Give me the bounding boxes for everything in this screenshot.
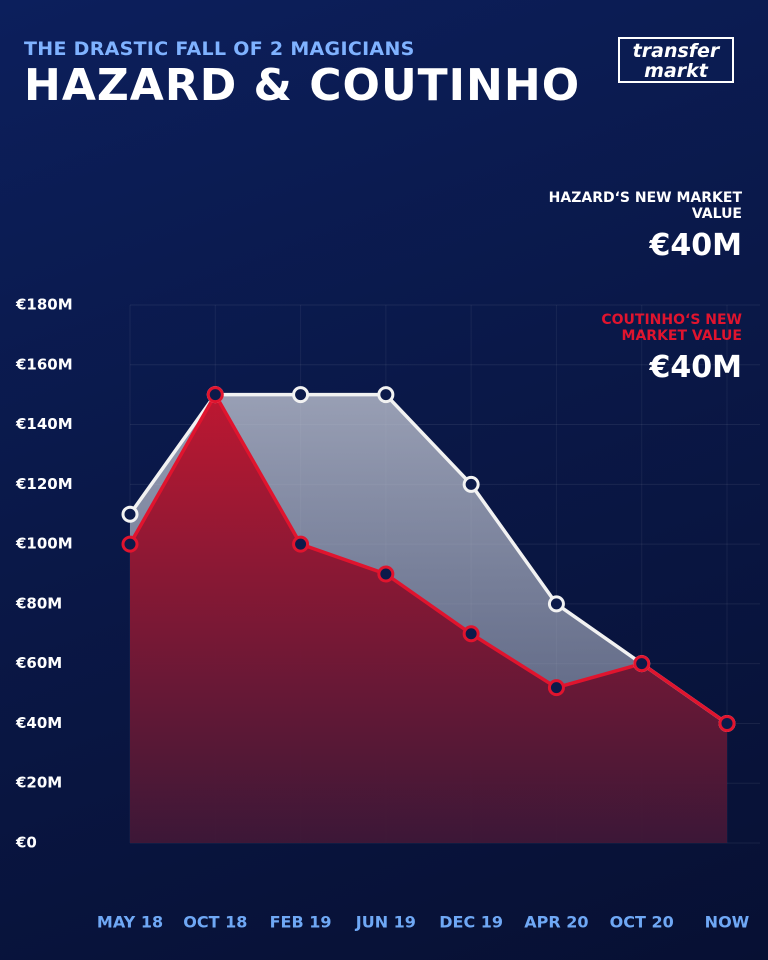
y-tick-label: €20M <box>15 774 62 792</box>
x-tick-label: MAY 18 <box>97 913 163 932</box>
title: HAZARD & COUTINHO <box>24 60 581 111</box>
point-marker <box>377 565 395 583</box>
x-tick-label: NOW <box>705 913 750 932</box>
annotation: COUTINHO‘S NEW MARKET VALUE €40M <box>542 312 742 385</box>
y-tick-label: €100M <box>15 535 73 553</box>
point-marker <box>206 386 224 404</box>
y-tick-label: €80M <box>15 594 62 612</box>
y-tick-label: €0 <box>15 834 37 852</box>
logo-line: markt <box>644 60 708 82</box>
point-marker <box>462 475 480 493</box>
x-tick-label: APR 20 <box>524 913 588 932</box>
point-marker <box>547 595 565 613</box>
point-marker <box>121 535 139 553</box>
annotation-value: €40M <box>649 350 742 385</box>
y-tick-label: €120M <box>15 475 73 493</box>
point-marker <box>547 679 565 697</box>
y-tick-label: €160M <box>15 355 73 373</box>
annotation: HAZARD‘S NEW MARKET VALUE €40M <box>542 190 742 263</box>
annotation-value: €40M <box>649 228 742 263</box>
point-marker <box>633 655 651 673</box>
annotation-label: HAZARD‘S NEW MARKET VALUE <box>548 190 742 222</box>
line <box>128 392 729 725</box>
x-tick-label: OCT 20 <box>610 913 674 932</box>
y-tick-label: €180M <box>15 296 73 314</box>
logo-line: transfer <box>632 40 720 62</box>
point-marker <box>121 505 139 523</box>
point-marker <box>377 386 395 404</box>
logo: transfer markt <box>618 37 734 83</box>
y-tick-label: €40M <box>15 714 62 732</box>
point-marker <box>292 386 310 404</box>
y-tick-label: €140M <box>15 415 73 433</box>
point-marker <box>718 714 736 732</box>
annotation-label: COUTINHO‘S NEW MARKET VALUE <box>601 312 742 344</box>
x-tick-label: FEB 19 <box>270 913 332 932</box>
y-tick-label: €60M <box>15 654 62 672</box>
x-tick-label: JUN 19 <box>355 913 416 932</box>
x-tick-label: OCT 18 <box>183 913 247 932</box>
line <box>128 392 729 725</box>
point-marker <box>292 535 310 553</box>
subtitle: THE DRASTIC FALL OF 2 MAGICIANS <box>24 38 415 60</box>
x-tick-label: DEC 19 <box>439 913 503 932</box>
point-marker <box>462 625 480 643</box>
